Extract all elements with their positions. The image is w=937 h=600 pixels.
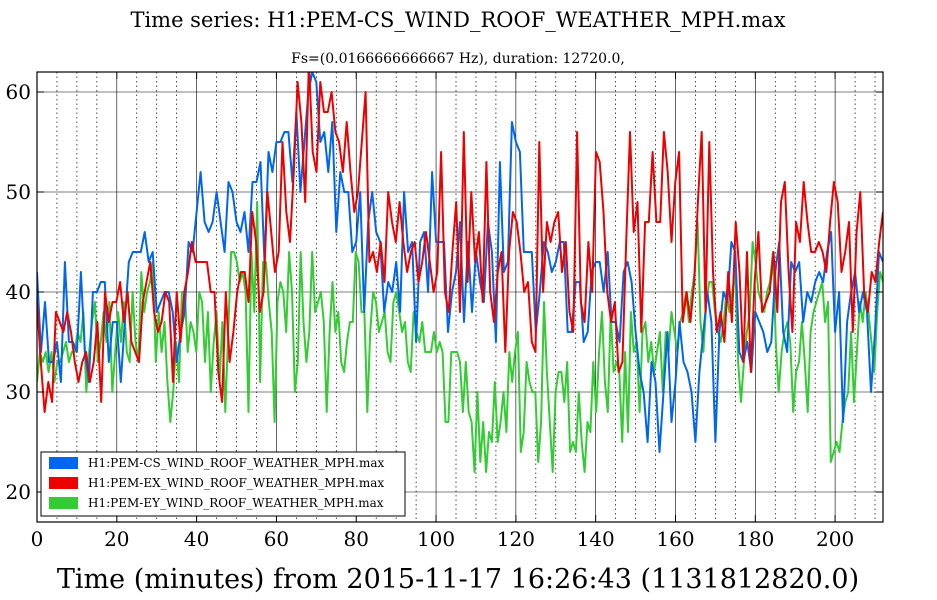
legend-swatch xyxy=(49,497,78,509)
x-tick-label: 120 xyxy=(497,527,535,551)
x-tick-label: 20 xyxy=(104,527,129,551)
legend-box xyxy=(40,451,406,517)
chart-title: Time series: H1:PEM-CS_WIND_ROOF_WEATHER… xyxy=(130,8,785,32)
series-line-2 xyxy=(37,72,883,413)
x-tick-label: 0 xyxy=(31,527,44,551)
x-tick-label: 160 xyxy=(656,527,694,551)
y-tick-label: 50 xyxy=(6,180,31,204)
legend-swatch xyxy=(49,457,78,469)
x-axis-label: Time (minutes) from 2015-11-17 16:26:43 … xyxy=(57,564,859,595)
x-tick-label: 180 xyxy=(736,527,774,551)
y-tick-label: 60 xyxy=(6,80,31,104)
x-tick-label: 60 xyxy=(264,527,289,551)
x-tick-label: 140 xyxy=(577,527,615,551)
legend: H1:PEM-CS_WIND_ROOF_WEATHER_MPH.max H1:PE… xyxy=(40,451,406,517)
x-tick-label: 80 xyxy=(344,527,369,551)
legend-label: H1:PEM-CS_WIND_ROOF_WEATHER_MPH.max xyxy=(88,456,384,470)
legend-label: H1:PEM-EX_WIND_ROOF_WEATHER_MPH.max xyxy=(88,476,384,490)
series-line-1 xyxy=(37,72,883,453)
x-tick-label: 40 xyxy=(184,527,209,551)
series-lines xyxy=(37,72,883,473)
y-tick-label: 40 xyxy=(6,280,31,304)
plot-frame xyxy=(36,71,884,523)
x-tick-label: 100 xyxy=(417,527,455,551)
x-tick-label: 200 xyxy=(816,527,854,551)
legend-label: H1:PEM-EY_WIND_ROOF_WEATHER_MPH.max xyxy=(88,496,384,510)
series-line-3 xyxy=(37,201,883,473)
legend-swatch xyxy=(49,477,78,489)
y-tick-label: 30 xyxy=(6,380,31,404)
chart-subtitle: Fs=(0.0166666666667 Hz), duration: 12720… xyxy=(291,51,625,67)
y-tick-label: 20 xyxy=(6,480,31,504)
